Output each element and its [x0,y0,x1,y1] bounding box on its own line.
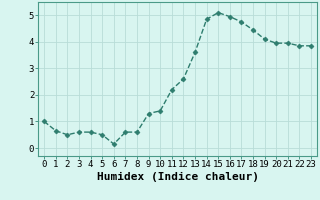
X-axis label: Humidex (Indice chaleur): Humidex (Indice chaleur) [97,172,259,182]
